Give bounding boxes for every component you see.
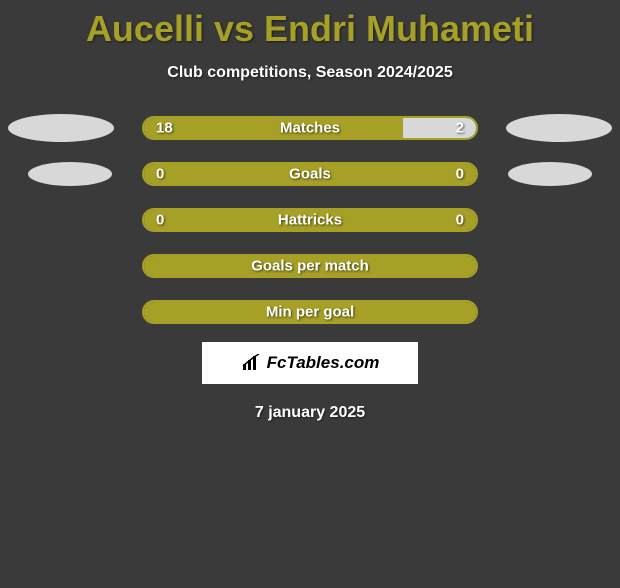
stat-bar: Min per goal — [142, 300, 478, 324]
stat-value-right: 0 — [456, 212, 464, 229]
player-right-marker — [508, 162, 592, 186]
stat-label: Goals — [144, 166, 476, 183]
date-label: 7 january 2025 — [0, 404, 620, 422]
stat-label: Min per goal — [144, 304, 476, 321]
page-title: Aucelli vs Endri Muhameti — [0, 8, 620, 50]
stat-label: Goals per match — [144, 258, 476, 275]
player-left-marker — [8, 114, 114, 142]
stat-value-right: 0 — [456, 166, 464, 183]
stat-label: Matches — [144, 120, 476, 137]
stat-bar: Goals per match — [142, 254, 478, 278]
player-right-marker — [506, 114, 612, 142]
bar-chart-icon — [241, 354, 263, 372]
player-left-marker — [28, 162, 112, 186]
brand-text: FcTables.com — [267, 353, 380, 373]
stat-value-left: 0 — [156, 212, 164, 229]
stat-bar: Goals0 0 — [142, 162, 478, 186]
stat-row: Matches18 2 — [0, 116, 620, 140]
stat-bar: Matches18 2 — [142, 116, 478, 140]
brand-box: FcTables.com — [202, 342, 418, 384]
stats-container: Matches182Goals00Hattricks00Goals per ma… — [0, 116, 620, 324]
stat-value-left: 0 — [156, 166, 164, 183]
stat-row: Min per goal — [0, 300, 620, 324]
stat-value-left: 18 — [156, 120, 173, 137]
stat-row: Goals per match — [0, 254, 620, 278]
stat-value-right: 2 — [456, 120, 464, 137]
stat-row: Goals0 0 — [0, 162, 620, 186]
stat-bar: Hattricks0 0 — [142, 208, 478, 232]
stat-label: Hattricks — [144, 212, 476, 229]
stat-row: Hattricks0 0 — [0, 208, 620, 232]
page-subtitle: Club competitions, Season 2024/2025 — [0, 64, 620, 82]
